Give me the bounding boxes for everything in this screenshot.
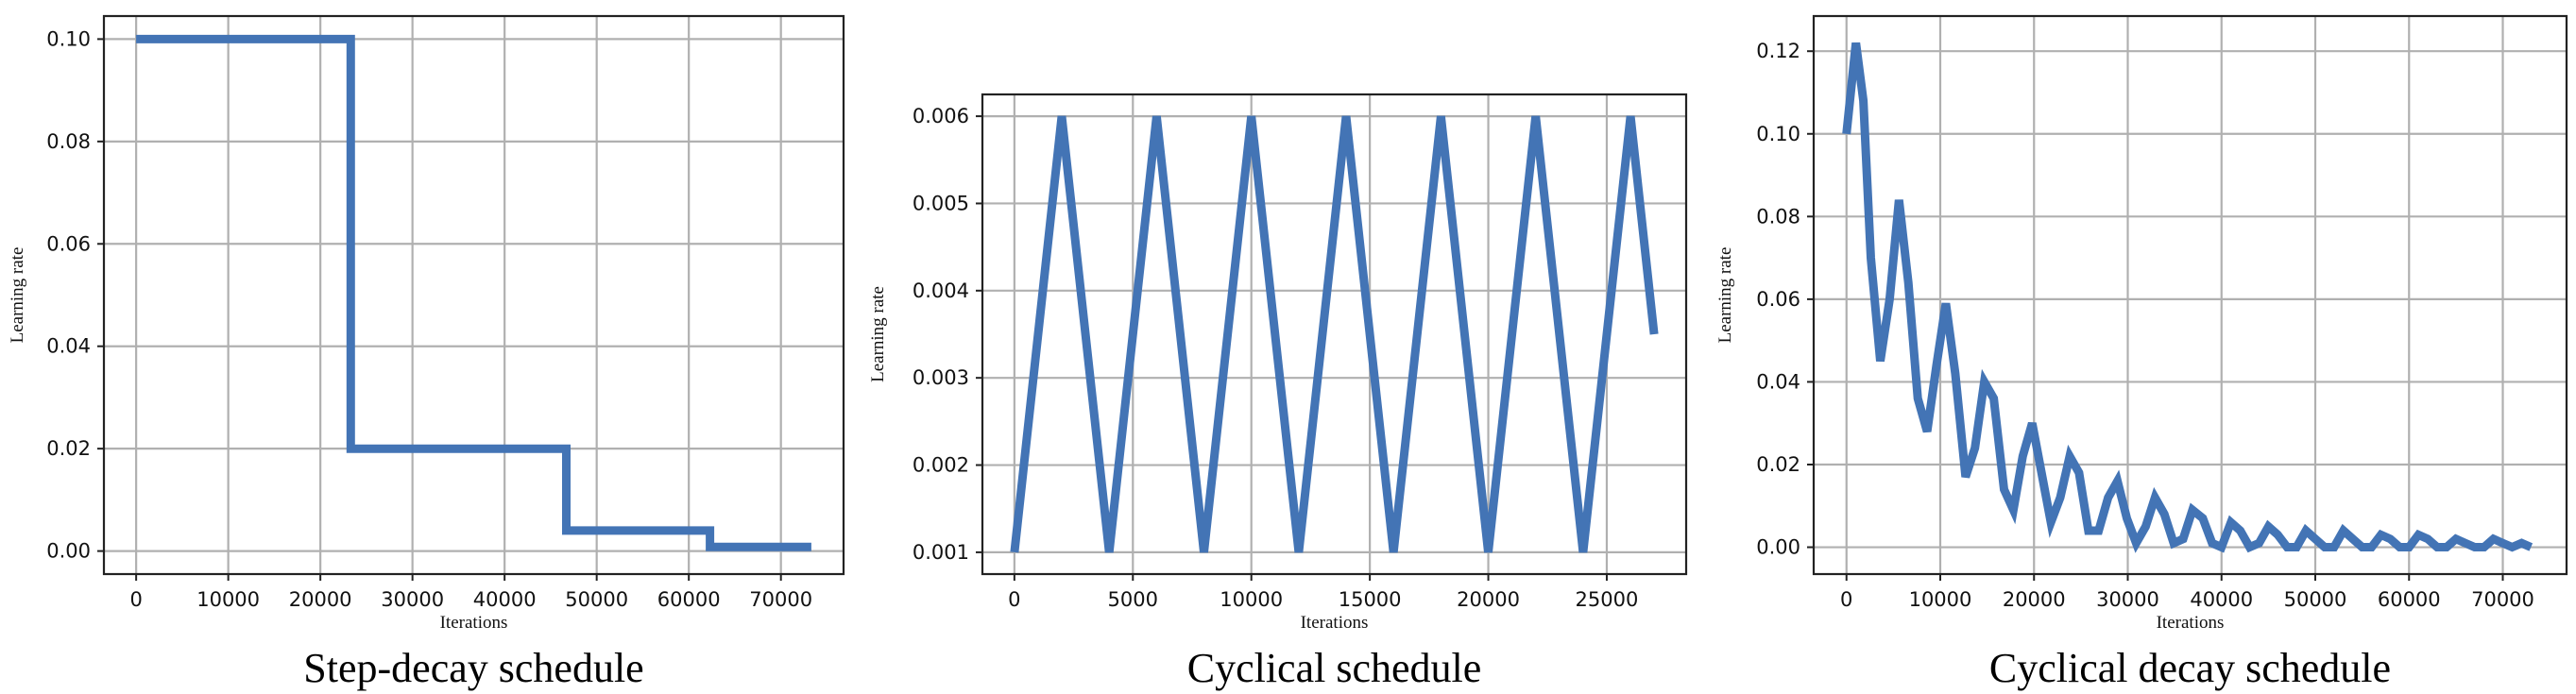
y-axis-label: Learning rate [868, 286, 888, 382]
x-tick-label: 30000 [2096, 588, 2159, 611]
plot-frame [102, 14, 845, 576]
y-tick-label: 0.12 [1756, 40, 1800, 62]
panel-cyclical-decay: 0 10000 20000 30000 40000 50000 60000 70000 0.00… [1715, 14, 2568, 691]
chart-caption: Cyclical schedule [1187, 645, 1482, 691]
x-axis-label: Iterations [1301, 613, 1369, 633]
y-tick-label: 0.00 [46, 540, 91, 563]
x-tick-label: 70000 [749, 588, 812, 611]
x-tick-label: 0 [129, 588, 142, 611]
y-tick-label: 0.001 [913, 541, 969, 564]
series-line [136, 34, 811, 551]
x-tick-label: 0 [1840, 588, 1852, 611]
y-tick-label: 0.02 [46, 437, 91, 460]
y-tick-label: 0.10 [1756, 123, 1800, 145]
y-tick-label: 0.006 [913, 105, 969, 127]
x-tick-label: 20000 [1457, 588, 1520, 611]
plot-frame [1812, 14, 2568, 576]
x-axis-label: Iterations [440, 613, 508, 633]
x-tick-label: 25000 [1576, 588, 1639, 611]
panel-step-decay: 0 10000 20000 30000 40000 50000 60000 70000 0.00… [8, 14, 845, 691]
x-axis-label: Iterations [2157, 613, 2225, 633]
y-tick-label: 0.002 [913, 454, 969, 477]
panel-cyclical: 0 5000 10000 15000 20000 25000 0.001 0.002 0.003… [868, 93, 1688, 691]
x-tick-label: 40000 [473, 588, 537, 611]
x-tick-label: 50000 [565, 588, 628, 611]
x-tick-label: 10000 [1909, 588, 1972, 611]
y-tick-label: 0.003 [913, 366, 969, 389]
x-tick-label: 50000 [2284, 588, 2347, 611]
y-tick-label: 0.004 [913, 279, 969, 302]
x-tick-label: 40000 [2190, 588, 2253, 611]
y-axis-label: Learning rate [1715, 247, 1735, 344]
y-tick-label: 0.00 [1756, 536, 1800, 559]
series-line [1842, 42, 2533, 553]
y-axis-label: Learning rate [8, 247, 27, 344]
y-tick-label: 0.005 [913, 192, 969, 214]
series-line [1010, 115, 1659, 553]
y-tick-label: 0.02 [1756, 453, 1800, 476]
plot-frame [981, 93, 1688, 576]
x-tick-label: 10000 [196, 588, 260, 611]
x-tick-label: 30000 [381, 588, 444, 611]
chart-caption: Step-decay schedule [303, 645, 643, 691]
x-tick-label: 0 [1008, 588, 1020, 611]
x-tick-label: 5000 [1108, 588, 1158, 611]
x-tick-label: 15000 [1339, 588, 1402, 611]
x-tick-label: 70000 [2471, 588, 2534, 611]
y-tick-label: 0.06 [46, 232, 91, 255]
x-tick-label: 10000 [1220, 588, 1283, 611]
y-tick-label: 0.06 [1756, 288, 1800, 311]
x-tick-label: 20000 [2003, 588, 2066, 611]
y-tick-label: 0.04 [46, 335, 91, 358]
y-tick-label: 0.10 [46, 27, 91, 50]
x-tick-label: 60000 [657, 588, 721, 611]
y-tick-label: 0.08 [1756, 205, 1800, 228]
x-tick-label: 20000 [289, 588, 352, 611]
x-tick-label: 60000 [2378, 588, 2441, 611]
y-tick-label: 0.08 [46, 130, 91, 153]
y-tick-label: 0.04 [1756, 370, 1800, 393]
chart-caption: Cyclical decay schedule [1989, 645, 2391, 691]
